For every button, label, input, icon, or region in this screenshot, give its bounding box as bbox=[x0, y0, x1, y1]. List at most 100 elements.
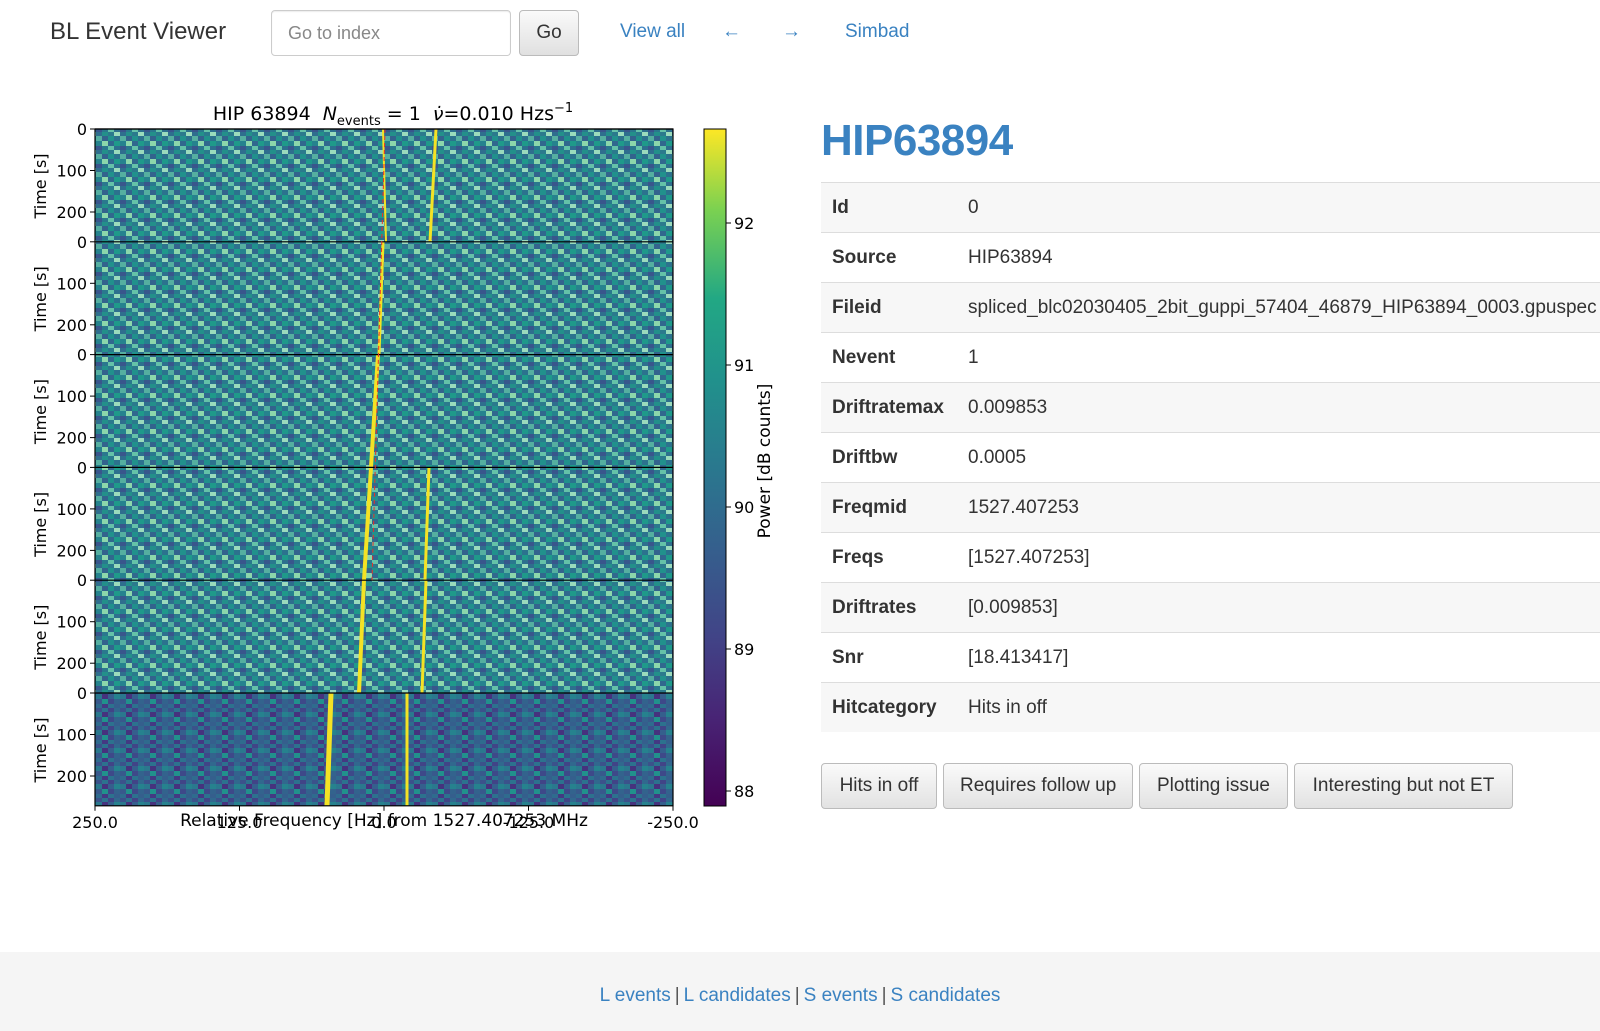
y-tick-label: 200 bbox=[56, 654, 87, 673]
waterfall-panel: 0 100 200 Time [s] bbox=[31, 120, 673, 242]
info-row: Driftbw 0.0005 bbox=[821, 432, 1600, 483]
y-tick-label: 0 bbox=[77, 684, 87, 703]
y-axis-label: Time [s] bbox=[31, 717, 50, 783]
info-key: Nevent bbox=[821, 332, 957, 383]
x-tick-label: -250.0 bbox=[647, 813, 699, 832]
info-value: spliced_blc02030405_2bit_guppi_57404_468… bbox=[957, 282, 1600, 333]
info-value: 1527.407253 bbox=[957, 482, 1600, 533]
signal-trace bbox=[357, 580, 366, 694]
footer-separator: | bbox=[881, 985, 887, 1006]
go-button[interactable]: Go bbox=[519, 10, 579, 56]
info-key: Driftrates bbox=[821, 582, 957, 633]
simbad-link[interactable]: Simbad bbox=[845, 21, 910, 42]
colorbar-tick-label: 89 bbox=[734, 640, 754, 659]
footer-links: L events | L candidates | S events | S candida… bbox=[0, 985, 1600, 1007]
spectrogram-panel bbox=[95, 241, 673, 355]
y-tick-label: 100 bbox=[56, 726, 87, 745]
signal-trace bbox=[377, 241, 385, 355]
x-tick-label: -125.0 bbox=[503, 813, 555, 832]
info-key: Hitcategory bbox=[821, 682, 957, 732]
info-row: Driftrates [0.009853] bbox=[821, 582, 1600, 633]
colorbar-ticks: 92 91 90 89 88 bbox=[726, 214, 754, 801]
drift-overlay bbox=[371, 128, 386, 581]
signal-trace bbox=[420, 580, 428, 694]
signal-trace bbox=[324, 692, 334, 806]
colorbar-tick-label: 90 bbox=[734, 498, 754, 517]
waterfall-plot: HIP 63894 Nevents = 1 ν̇=0.010 Hzs−1 0 100 2… bbox=[0, 96, 790, 856]
info-row: Id 0 bbox=[821, 182, 1600, 233]
info-value: [1527.407253] bbox=[957, 532, 1600, 583]
spectrogram-panel bbox=[95, 467, 673, 581]
s-events-link[interactable]: S events bbox=[803, 985, 878, 1006]
y-tick-label: 100 bbox=[56, 613, 87, 632]
next-arrow-link[interactable]: → bbox=[782, 21, 801, 42]
y-axis-label: Time [s] bbox=[31, 605, 50, 671]
signal-trace bbox=[428, 128, 438, 242]
y-tick-label: 0 bbox=[77, 571, 87, 590]
y-tick-label: 100 bbox=[56, 162, 87, 181]
y-tick-label: 0 bbox=[77, 120, 87, 139]
signal-trace bbox=[362, 467, 373, 581]
waterfall-panels: 0 100 200 Time [s] 0 100 200 Time [s] 0 100 200 Tim… bbox=[31, 120, 674, 807]
waterfall-panel: 0 100 200 Time [s] bbox=[31, 346, 673, 468]
waterfall-panel: 0 100 200 Time [s] bbox=[31, 571, 673, 694]
plotting-issue-button[interactable]: Plotting issue bbox=[1139, 763, 1288, 809]
info-value: [18.413417] bbox=[957, 632, 1600, 683]
info-row: Freqmid 1527.407253 bbox=[821, 482, 1600, 533]
l-candidates-link[interactable]: L candidates bbox=[683, 985, 791, 1006]
waterfall-panel: 0 100 200 Time [s] bbox=[31, 233, 673, 355]
y-axis-label: Time [s] bbox=[31, 153, 50, 219]
info-key: Fileid bbox=[821, 282, 957, 333]
footer-separator: | bbox=[674, 985, 680, 1006]
info-row: Source HIP63894 bbox=[821, 232, 1600, 283]
prev-arrow-link[interactable]: ← bbox=[722, 21, 741, 42]
requires-follow-up-button[interactable]: Requires follow up bbox=[943, 763, 1133, 809]
spectrogram-panel bbox=[95, 354, 673, 468]
interesting-but-not-et-button[interactable]: Interesting but not ET bbox=[1294, 763, 1513, 809]
y-tick-label: 0 bbox=[77, 346, 87, 365]
info-key: Driftratemax bbox=[821, 382, 957, 433]
s-candidates-link[interactable]: S candidates bbox=[890, 985, 1001, 1006]
go-to-index-input[interactable] bbox=[271, 10, 511, 56]
view-all-link[interactable]: View all bbox=[620, 21, 686, 42]
info-key: Id bbox=[821, 182, 957, 233]
hits-in-off-button[interactable]: Hits in off bbox=[821, 763, 937, 809]
brand-title[interactable]: BL Event Viewer bbox=[50, 18, 227, 45]
info-row: Driftratemax 0.009853 bbox=[821, 382, 1600, 433]
info-row: Fileid spliced_blc02030405_2bit_guppi_574… bbox=[821, 282, 1600, 333]
footer-separator: | bbox=[794, 985, 800, 1006]
l-events-link[interactable]: L events bbox=[599, 985, 671, 1006]
x-tick-label: 0.0 bbox=[371, 813, 396, 832]
y-tick-label: 200 bbox=[56, 429, 87, 448]
signal-trace bbox=[369, 354, 380, 468]
event-info-table: Id 0 Source HIP63894 Fileid spliced_blc020304… bbox=[821, 182, 1600, 732]
x-axis: 250.0 125.0 0.0 -125.0 -250.0 bbox=[72, 805, 699, 832]
info-value: 0 bbox=[957, 182, 1600, 233]
colorbar-tick-label: 92 bbox=[734, 214, 754, 233]
info-row: Snr [18.413417] bbox=[821, 632, 1600, 683]
x-axis-label: Relative Frequency [Hz] from 1527.407253… bbox=[180, 811, 588, 831]
info-key: Freqmid bbox=[821, 482, 957, 533]
info-value: 1 bbox=[957, 332, 1600, 383]
x-tick-label: 125.0 bbox=[217, 813, 263, 832]
signal-trace bbox=[423, 467, 431, 581]
y-tick-label: 100 bbox=[56, 274, 87, 293]
info-value: 0.0005 bbox=[957, 432, 1600, 483]
waterfall-panel: 0 100 200 Time [s] bbox=[31, 458, 673, 581]
footer: L events | L candidates | S events | S candida… bbox=[0, 952, 1600, 1031]
y-tick-label: 0 bbox=[77, 233, 87, 252]
y-axis-label: Time [s] bbox=[31, 266, 50, 332]
x-tick-label: 250.0 bbox=[72, 813, 118, 832]
info-value: HIP63894 bbox=[957, 232, 1600, 283]
info-key: Source bbox=[821, 232, 957, 283]
y-tick-label: 100 bbox=[56, 387, 87, 406]
spectrogram-panel bbox=[95, 693, 673, 806]
info-value: Hits in off bbox=[957, 682, 1600, 732]
y-tick-label: 200 bbox=[56, 316, 87, 335]
waterfall-figure: HIP 63894 Nevents = 1 ν̇=0.010 Hzs−1 0 100 2… bbox=[31, 101, 775, 832]
spectrogram-panel bbox=[95, 580, 673, 693]
colorbar-tick-label: 91 bbox=[734, 356, 754, 375]
y-axis-label: Time [s] bbox=[31, 492, 50, 558]
event-title: HIP63894 bbox=[821, 116, 1013, 165]
y-tick-label: 0 bbox=[77, 458, 87, 477]
